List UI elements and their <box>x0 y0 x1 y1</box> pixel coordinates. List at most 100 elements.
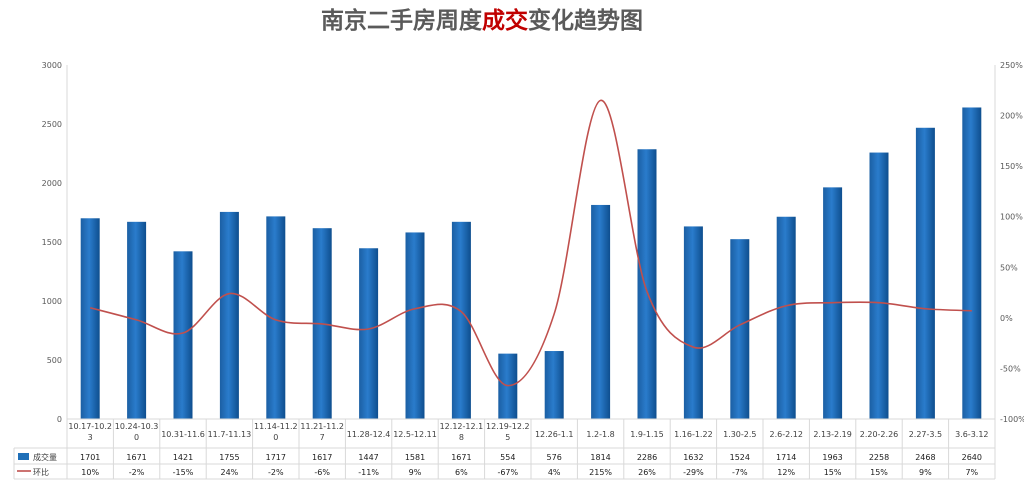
left-tick-label: 1500 <box>42 238 62 247</box>
line-value-cell: -7% <box>732 468 748 477</box>
line-value-cell: -11% <box>358 468 379 477</box>
bar <box>591 204 611 419</box>
x-tick-label: 0 <box>134 433 139 442</box>
x-tick-label: 2.20-2.26 <box>860 430 899 439</box>
x-tick-label: 10.17-10.2 <box>68 422 112 431</box>
bar-value-cell: 1717 <box>266 453 286 462</box>
line-value-cell: -29% <box>683 468 704 477</box>
bar-value-cell: 1671 <box>126 453 146 462</box>
line-value-cell: 9% <box>409 468 422 477</box>
legend-line-label: 环比 <box>33 467 49 477</box>
line-value-cell: 6% <box>455 468 468 477</box>
bar-value-cell: 576 <box>547 453 562 462</box>
bar <box>683 226 703 419</box>
line-value-cell: 7% <box>965 468 978 477</box>
bar-value-cell: 1714 <box>776 453 796 462</box>
bar <box>80 218 100 419</box>
right-tick-label: -50% <box>1000 364 1021 373</box>
series-line <box>89 99 972 387</box>
x-tick-label: 0 <box>273 433 278 442</box>
x-tick-label: 2.27-3.5 <box>909 430 942 439</box>
bar <box>266 216 286 419</box>
left-tick-label: 0 <box>57 415 62 424</box>
x-tick-label: 12.5-12.11 <box>393 430 437 439</box>
right-tick-label: 200% <box>1000 112 1023 121</box>
bar <box>962 107 982 419</box>
line-value-cell: 26% <box>638 468 656 477</box>
x-tick-label: 10.31-11.6 <box>161 430 205 439</box>
bar-value-cell: 2468 <box>915 453 935 462</box>
right-tick-label: 0% <box>1000 314 1013 323</box>
bar-value-cell: 1671 <box>451 453 471 462</box>
line-value-cell: -6% <box>314 468 330 477</box>
x-tick-label: 12.19-12.2 <box>486 422 530 431</box>
right-axis: -100% -50% 0% 50% 100% 150% 200% 250% <box>994 61 1024 424</box>
line-value-cell: -67% <box>497 468 518 477</box>
bar-value-cell: 1814 <box>590 453 610 462</box>
bar <box>544 351 564 419</box>
x-tick-label: 3.6-3.12 <box>955 430 988 439</box>
line-value-cell: 12% <box>777 468 795 477</box>
bar <box>451 221 471 419</box>
x-tick-label: 2.6-2.12 <box>769 430 802 439</box>
bar-value-cell: 2640 <box>962 453 982 462</box>
x-tick-label: 1.9-1.15 <box>630 430 663 439</box>
line-value-cell: 215% <box>589 468 612 477</box>
left-tick-label: 500 <box>47 356 62 365</box>
bars <box>80 107 982 419</box>
line-value-cell: 9% <box>919 468 932 477</box>
x-tick-label: 1.2-1.8 <box>586 430 614 439</box>
line-value-cell: 24% <box>221 468 239 477</box>
bar <box>776 216 796 419</box>
x-tick-label: 1.16-1.22 <box>674 430 713 439</box>
x-tick-label: 10.24-10.3 <box>115 422 159 431</box>
bar-value-cell: 1632 <box>683 453 703 462</box>
bar-value-cell: 1701 <box>80 453 100 462</box>
x-tick-label: 1.30-2.5 <box>723 430 756 439</box>
bar <box>405 232 425 419</box>
x-tick-label: 12.12-12.1 <box>440 422 484 431</box>
chart-title: 南京二手房周度成交变化趋势图 <box>321 7 643 34</box>
line-value-cell: -15% <box>173 468 194 477</box>
x-tick-label: 11.14-11.2 <box>254 422 298 431</box>
x-tick-label: 7 <box>320 433 325 442</box>
right-tick-label: 250% <box>1000 61 1023 70</box>
x-tick-label: 2.13-2.19 <box>813 430 852 439</box>
chart-title-part: 变化趋势图 <box>528 7 643 34</box>
line-value-cell: -2% <box>268 468 284 477</box>
bar-value-cell: 554 <box>500 453 515 462</box>
x-tick-label: 8 <box>459 433 464 442</box>
line-value-cell: 15% <box>824 468 842 477</box>
right-tick-label: 100% <box>1000 213 1023 222</box>
left-tick-label: 1000 <box>42 297 62 306</box>
x-tick-label: 5 <box>505 433 510 442</box>
line-value-cell: -2% <box>129 468 145 477</box>
x-tick-label: 11.28-12.4 <box>347 430 391 439</box>
line-value-cell: 10% <box>81 468 99 477</box>
left-tick-label: 3000 <box>42 61 62 70</box>
left-tick-label: 2000 <box>42 179 62 188</box>
bar <box>869 152 889 419</box>
left-tick-label: 2500 <box>42 120 62 129</box>
bar-value-cell: 1524 <box>730 453 750 462</box>
x-tick-label: 11.21-11.2 <box>300 422 344 431</box>
bar-value-cell: 1447 <box>358 453 378 462</box>
bar-value-cell: 1963 <box>822 453 842 462</box>
bar-value-cell: 2258 <box>869 453 889 462</box>
line-value-cell: 4% <box>548 468 561 477</box>
bar <box>637 149 657 419</box>
bar-value-cell: 1421 <box>173 453 193 462</box>
chart-title-part: 成交 <box>482 7 528 34</box>
legend-bar-swatch <box>18 453 29 460</box>
bar <box>915 127 935 419</box>
line-layer <box>89 99 972 387</box>
bar <box>359 248 379 419</box>
bar <box>730 239 750 419</box>
x-tick-label: 11.7-11.13 <box>208 430 252 439</box>
line-value-cell: 15% <box>870 468 888 477</box>
bar-value-cell: 2286 <box>637 453 657 462</box>
left-axis: 0 500 1000 1500 2000 2500 3000 <box>42 61 68 424</box>
chart-title-part: 南京二手房周度 <box>321 7 483 34</box>
bar <box>219 211 239 419</box>
